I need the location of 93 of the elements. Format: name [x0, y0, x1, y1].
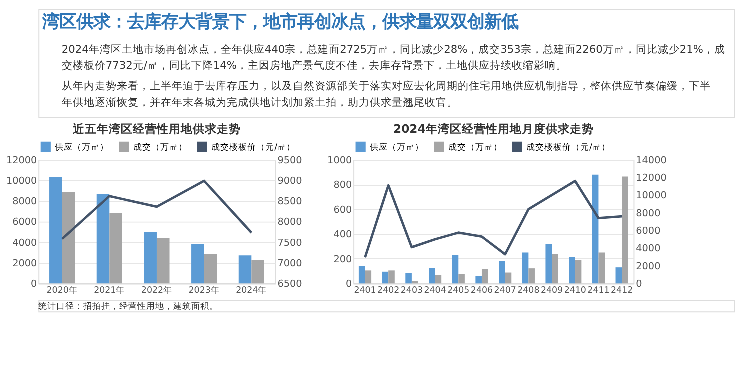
bar: [382, 272, 389, 284]
legend-label: 成交楼板价（元/㎡）: [212, 142, 296, 153]
y2-tick-label: 9000: [278, 176, 302, 187]
x-tick-label: 2409: [540, 286, 564, 296]
x-tick-label: 2412: [611, 286, 634, 296]
bar: [575, 260, 582, 284]
bar: [50, 178, 62, 284]
legend-label: 成交（万㎡）: [133, 142, 188, 153]
x-tick-label: 2020年: [46, 284, 78, 296]
y-tick-label: 0: [31, 279, 38, 290]
bar: [192, 244, 204, 284]
x-tick-label: 2402: [378, 286, 400, 296]
bar: [144, 232, 157, 284]
y2-tick-label: 14000: [636, 155, 667, 166]
x-tick-label: 2407: [494, 286, 516, 296]
bar: [156, 238, 170, 284]
bar: [598, 252, 606, 284]
bar: [110, 213, 122, 284]
y2-tick-label: 0: [636, 279, 642, 290]
y2-tick-label: 10000: [636, 190, 667, 202]
bar: [62, 192, 76, 284]
x-tick-label: 2410: [564, 286, 586, 296]
y2-tick-label: 4000: [636, 244, 661, 255]
x-tick-label: 2403: [400, 286, 423, 296]
bar: [452, 255, 459, 284]
bar: [238, 256, 252, 284]
x-tick-label: 2411: [588, 286, 610, 296]
bar: [528, 268, 535, 284]
x-tick-label: 2406: [470, 286, 494, 296]
bar: [622, 176, 628, 284]
bar: [546, 244, 552, 284]
y2-tick-label: 8000: [278, 217, 302, 228]
bar: [388, 270, 395, 284]
y2-tick-label: 8000: [636, 208, 661, 220]
text: 2024年湾区土地市场再创冰点，全年供应440宗，总建面2725万㎡，同比减少28%，成交353宗，总建面2260万㎡，同比减少21%，成交楼板价7732元/㎡，同比下降14%，主因房地产景气度不佳，去库存背景下，土地供应持续收缩影响。: [62, 42, 726, 72]
y-tick-label: 4000: [12, 238, 38, 249]
y-tick-label: 8000: [12, 196, 38, 208]
y2-tick-label: 9500: [278, 155, 302, 166]
x-tick-label: 2408: [518, 286, 540, 296]
y2-tick-label: 6500: [278, 279, 302, 290]
bar: [96, 194, 110, 284]
y-tick-label: 800: [334, 180, 352, 192]
bar: [522, 252, 529, 284]
bar: [592, 174, 599, 284]
y2-tick-label: 2000: [636, 261, 661, 272]
bar: [428, 268, 436, 284]
bar: [505, 272, 512, 284]
y2-tick-label: 8500: [278, 196, 302, 208]
legend-label: 成交楼板价（元/㎡）: [526, 142, 610, 153]
y-tick-label: 2000: [12, 258, 38, 270]
bar: [435, 275, 442, 284]
bar: [476, 276, 482, 284]
legend-label: 成交（万㎡）: [448, 142, 502, 153]
bar: [499, 261, 506, 284]
x-tick-label: 2022年: [141, 284, 173, 296]
bar: [458, 274, 465, 284]
x-tick-label: 2024年: [236, 284, 268, 296]
y-tick-label: 0: [346, 279, 352, 290]
y-tick-label: 400: [334, 230, 352, 241]
text: 统计口径：招拍挂，经营性用地，建筑面积。: [38, 300, 219, 312]
legend-label: 供应（万㎡）: [370, 142, 424, 153]
bar: [412, 281, 418, 284]
x-tick-label: 2401: [354, 286, 376, 296]
line-series: [364, 180, 624, 259]
y2-tick-label: 12000: [636, 173, 667, 184]
bar: [204, 254, 218, 284]
y-tick-label: 200: [334, 254, 352, 266]
x-tick-label: 2404: [424, 286, 447, 296]
x-tick-label: 2021年: [94, 284, 126, 296]
y2-tick-label: 6000: [636, 226, 661, 238]
bar: [406, 273, 412, 284]
line-series: [61, 180, 253, 240]
text: 从年内走势来看，上半年迫于去库存压力，以及自然资源部关于落实对应去化周期的住宅用地供应机制指导，整体供应节奏偏缓，下半年供地逐渐恢复，并在年末各城为完成供地计划加紧土拍，助力供求量翘尾收官。: [62, 79, 711, 109]
text: 湾区供求：去库存大背景下，地市再创冰点，供求量双双创新低: [42, 12, 519, 33]
bar: [365, 270, 372, 284]
y2-tick-label: 7000: [278, 258, 302, 270]
legend-label: 供应（万㎡）: [55, 142, 110, 153]
chart-title: 近五年湾区经营性用地供求走势: [72, 122, 241, 136]
y-tick-label: 10000: [6, 176, 38, 187]
bar: [482, 269, 488, 284]
y-tick-label: 1000: [328, 155, 352, 166]
y2-tick-label: 7500: [278, 238, 302, 249]
x-tick-label: 2405: [448, 286, 470, 296]
bar: [252, 260, 264, 284]
bar: [616, 268, 622, 284]
bar: [552, 254, 558, 284]
bar: [358, 266, 366, 284]
chart-title: 2024年湾区经营性用地月度供求走势: [394, 122, 594, 136]
bar: [569, 257, 576, 284]
y-tick-label: 12000: [6, 155, 38, 166]
y-tick-label: 6000: [12, 217, 38, 228]
x-tick-label: 2023年: [188, 284, 220, 296]
y-tick-label: 600: [334, 204, 352, 216]
